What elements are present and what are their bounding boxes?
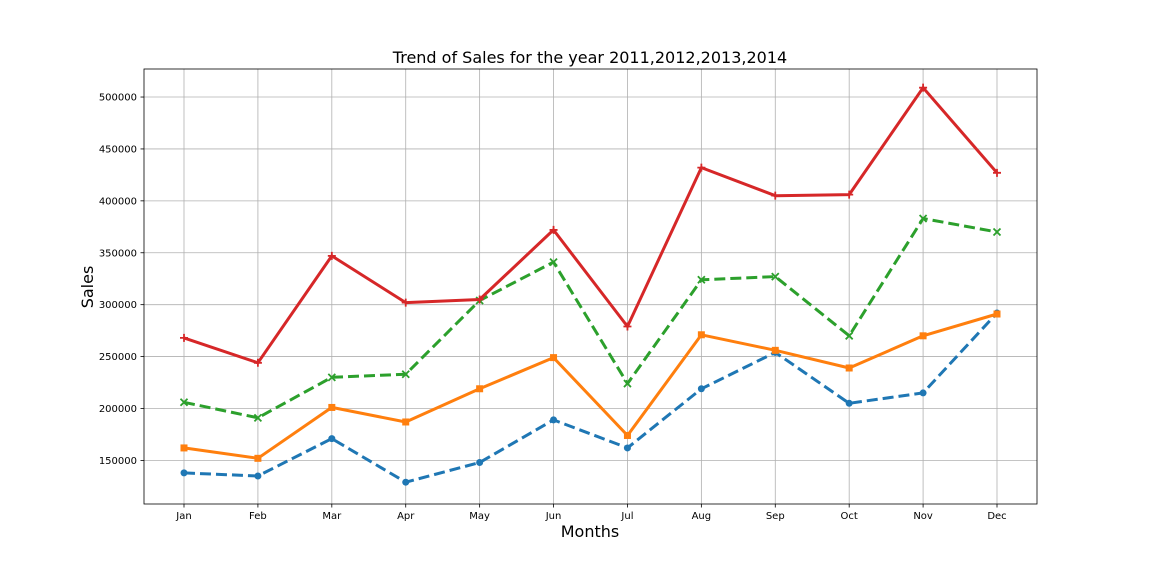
data-point	[697, 163, 706, 172]
y-axis-label: Sales	[78, 266, 97, 309]
y-tick-label: 500000	[99, 93, 137, 104]
data-point	[402, 478, 410, 486]
x-tick-label: Dec	[987, 511, 1006, 522]
data-point	[476, 458, 484, 466]
grid-layer	[144, 69, 1037, 504]
y-tick-label: 150000	[99, 456, 137, 467]
data-point	[845, 331, 854, 340]
y-tick-label: 200000	[99, 404, 137, 415]
x-tick-label: Apr	[397, 511, 415, 522]
data-point	[254, 472, 262, 480]
data-point	[697, 275, 706, 284]
data-point	[179, 398, 189, 407]
data-point	[253, 358, 262, 367]
data-point	[180, 333, 188, 342]
data-point	[623, 322, 632, 331]
data-point	[771, 191, 780, 200]
series-layer	[179, 83, 1002, 486]
data-point	[475, 295, 484, 304]
data-point	[401, 370, 410, 379]
y-tick-label: 250000	[99, 352, 137, 363]
x-tick-label: Jul	[620, 511, 633, 522]
series-line	[183, 311, 999, 484]
data-point	[550, 416, 558, 424]
data-point	[993, 168, 1001, 177]
data-point	[918, 214, 928, 223]
x-axis-label: Months	[561, 522, 619, 541]
series-line	[183, 312, 998, 460]
data-point	[549, 257, 558, 267]
data-point	[327, 251, 336, 260]
data-point	[771, 346, 779, 354]
x-tick-label: Mar	[322, 511, 342, 522]
series-line	[183, 86, 999, 365]
data-point	[919, 83, 928, 92]
data-point	[254, 454, 262, 462]
data-point	[919, 389, 927, 397]
x-axis: Jan Feb Mar Apr May Jun Jul Aug Sep Oct Nov Dec	[175, 504, 1007, 522]
data-point	[845, 399, 853, 407]
data-point	[771, 272, 780, 281]
data-point	[993, 310, 1001, 318]
data-point	[845, 364, 853, 372]
data-point	[180, 444, 188, 452]
data-point	[402, 418, 410, 426]
data-point	[328, 435, 336, 443]
x-tick-label: Oct	[841, 511, 858, 522]
data-point	[623, 431, 631, 439]
data-point	[401, 298, 410, 307]
y-axis: 150000 200000 250000 300000 350000 400000 4500…	[99, 93, 144, 467]
data-point	[919, 332, 927, 340]
x-tick-label: Jan	[175, 511, 191, 522]
x-tick-label: Jun	[545, 511, 562, 522]
y-tick-label: 400000	[99, 196, 137, 207]
x-tick-label: Nov	[913, 511, 933, 522]
data-point	[550, 354, 558, 362]
data-point	[697, 331, 705, 339]
series-3	[179, 214, 1002, 422]
series-line	[183, 217, 998, 420]
data-point	[623, 379, 632, 388]
x-tick-label: Aug	[692, 511, 712, 522]
data-point	[845, 190, 854, 199]
series-2	[180, 310, 1001, 462]
plot-frame	[143, 68, 1038, 505]
y-tick-label: 300000	[99, 300, 137, 311]
data-point	[623, 444, 631, 452]
data-point	[992, 227, 1002, 237]
data-point	[180, 469, 188, 477]
y-tick-label: 350000	[99, 248, 137, 259]
x-tick-label: Feb	[249, 511, 267, 522]
data-point	[549, 225, 558, 234]
series-4	[180, 83, 1001, 367]
y-tick-label: 450000	[99, 144, 137, 155]
data-point	[328, 403, 336, 411]
chart-title: Trend of Sales for the year 2011,2012,20…	[392, 48, 787, 67]
x-tick-label: May	[469, 511, 490, 522]
data-point	[253, 413, 263, 422]
data-point	[476, 385, 484, 393]
data-point	[327, 373, 336, 382]
x-tick-label: Sep	[766, 511, 785, 522]
data-point	[697, 385, 705, 393]
